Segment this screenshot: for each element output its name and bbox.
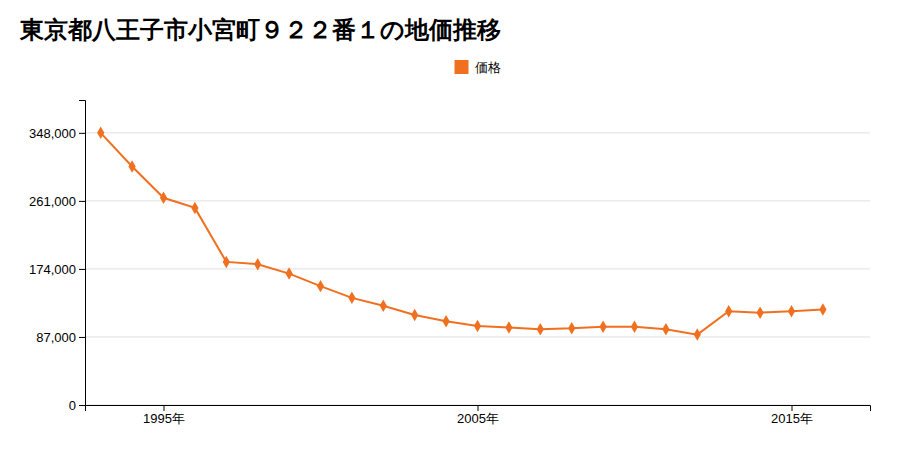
tick-mark <box>79 201 85 202</box>
tick: 87,000 <box>36 330 85 345</box>
axis-line <box>79 101 86 406</box>
tick-label: 348,000 <box>29 126 76 141</box>
marker <box>411 309 418 321</box>
marker <box>756 306 763 318</box>
legend: 価格 <box>455 60 501 75</box>
marker <box>568 322 575 334</box>
marker <box>505 321 512 333</box>
tick: 2005年 <box>457 405 499 426</box>
marker <box>442 315 449 327</box>
marker <box>662 323 669 335</box>
marker <box>317 280 324 292</box>
grid-line <box>85 336 870 337</box>
tick-mark <box>79 269 85 270</box>
tick-label: 174,000 <box>29 262 76 277</box>
marker <box>285 267 292 279</box>
marker <box>819 303 826 315</box>
tick: 2015年 <box>771 405 813 426</box>
tick: 0 <box>69 398 85 413</box>
tick: 348,000 <box>29 126 85 141</box>
marker <box>725 305 732 317</box>
marker <box>128 160 135 172</box>
marker <box>631 321 638 333</box>
marker <box>474 320 481 332</box>
marks <box>97 127 826 341</box>
axis-line <box>86 406 871 412</box>
marker <box>599 321 606 333</box>
line <box>101 133 823 335</box>
tick-label: 2005年 <box>457 411 499 426</box>
marker <box>160 192 167 204</box>
grid <box>85 133 870 405</box>
tick-label: 2015年 <box>771 411 813 426</box>
legend-item: 価格 <box>455 60 501 75</box>
title: 東京都八王子市小宮町９２２番１の地価推移 <box>19 16 501 44</box>
marker <box>348 292 355 304</box>
tick-mark <box>79 337 85 338</box>
x-axis: 1995年 2005年 2015年 <box>86 405 871 426</box>
marker <box>254 258 261 270</box>
chart: 東京都八王子市小宮町９２２番１の地価推移 1995年 2005年 2015年 0 87,0… <box>0 0 900 450</box>
marker <box>191 202 198 214</box>
tick-label: 87,000 <box>36 330 76 345</box>
tick: 261,000 <box>29 194 85 209</box>
tick-label: 1995年 <box>143 411 185 426</box>
marker <box>788 305 795 317</box>
tick-mark <box>79 133 85 134</box>
marker <box>380 299 387 311</box>
grid-line <box>85 132 870 133</box>
grid-line <box>85 268 870 269</box>
tick: 174,000 <box>29 262 85 277</box>
tick-label: 0 <box>69 398 76 413</box>
legend-swatch <box>455 60 469 74</box>
marker <box>537 323 544 335</box>
tick-label: 261,000 <box>29 194 76 209</box>
tick-mark <box>478 405 479 411</box>
tick-mark <box>79 405 85 406</box>
tick-mark <box>164 405 165 411</box>
grid-line <box>85 200 870 201</box>
tick: 1995年 <box>143 405 185 426</box>
tick-mark <box>792 405 793 411</box>
marker <box>694 328 701 340</box>
y-axis: 0 87,000 174,000 261,000 348,000 <box>29 101 86 413</box>
marker <box>223 256 230 268</box>
marker <box>97 127 104 139</box>
legend-label: 価格 <box>475 60 501 75</box>
plot: 1995年 2005年 2015年 0 87,000 174,000 261,000 348,… <box>29 101 871 427</box>
